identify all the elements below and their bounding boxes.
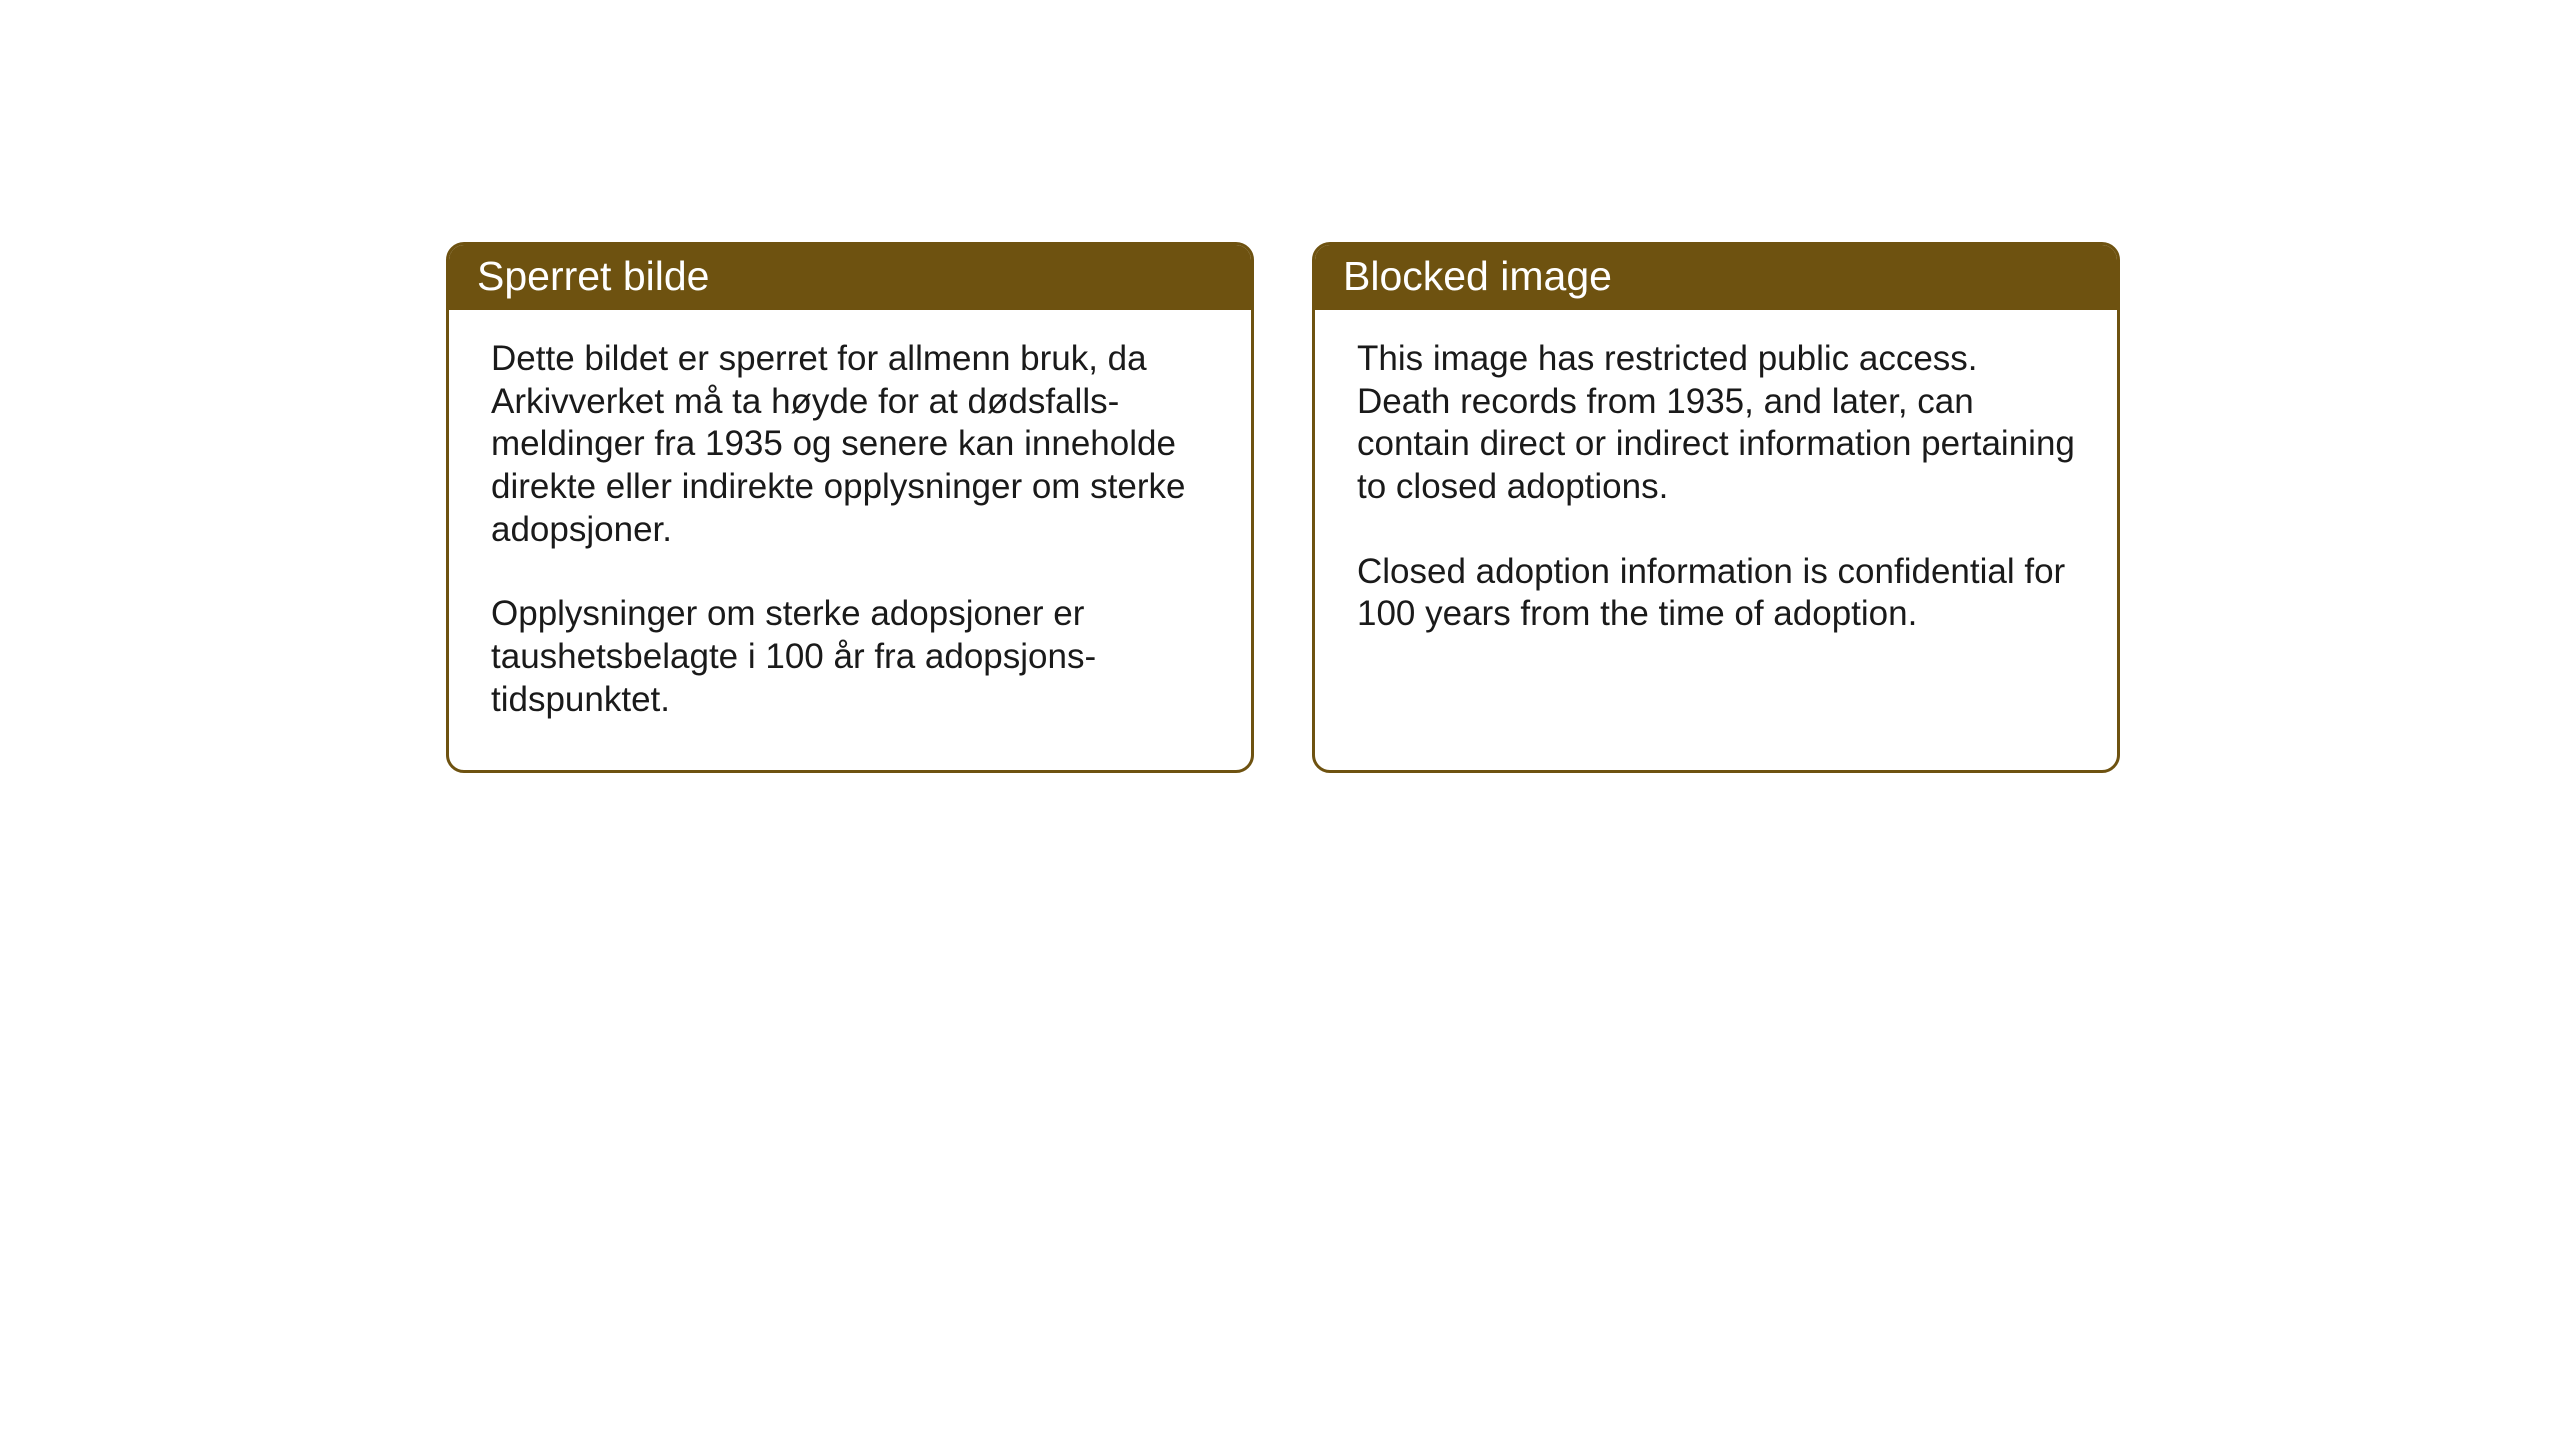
cards-container: Sperret bilde Dette bildet er sperret fo… [446,242,2120,773]
card-header-norwegian: Sperret bilde [449,245,1251,310]
card-title-english: Blocked image [1343,253,1612,299]
card-paragraph-2-norwegian: Opplysninger om sterke adopsjoner er tau… [491,593,1209,721]
card-title-norwegian: Sperret bilde [477,253,709,299]
card-paragraph-2-english: Closed adoption information is confident… [1357,551,2075,636]
card-paragraph-1-norwegian: Dette bildet er sperret for allmenn bruk… [491,338,1209,551]
card-paragraph-1-english: This image has restricted public access.… [1357,338,2075,509]
blocked-image-card-english: Blocked image This image has restricted … [1312,242,2120,773]
card-body-english: This image has restricted public access.… [1315,310,2117,684]
card-header-english: Blocked image [1315,245,2117,310]
card-body-norwegian: Dette bildet er sperret for allmenn bruk… [449,310,1251,770]
blocked-image-card-norwegian: Sperret bilde Dette bildet er sperret fo… [446,242,1254,773]
